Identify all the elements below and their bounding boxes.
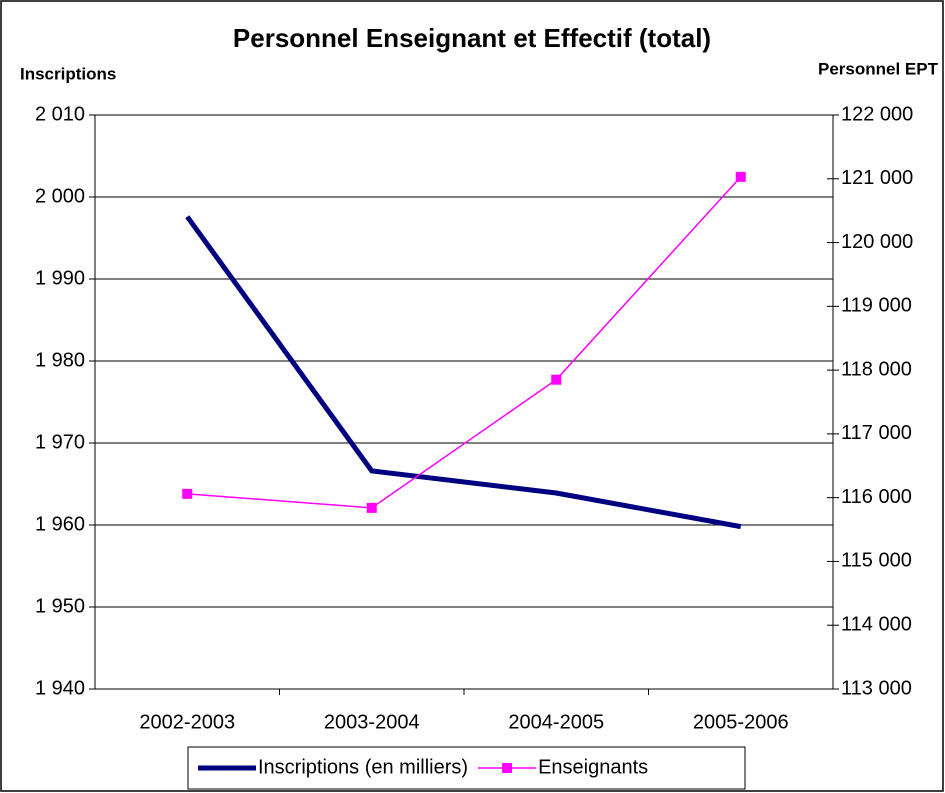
y2-tick-label: 119 000: [841, 295, 912, 317]
legend-label: Inscriptions (en milliers): [258, 756, 468, 778]
y2-tick-label: 115 000: [841, 550, 912, 572]
series-line: [185, 215, 742, 530]
series-marker: [366, 502, 377, 513]
y-axis-title: Inscriptions: [20, 64, 116, 83]
y-tick-label: 1 950: [35, 595, 85, 617]
legend-label: Enseignants: [538, 756, 648, 778]
x-tick-label: 2002-2003: [139, 711, 235, 733]
y2-axis-title: Personnel EPT: [818, 59, 939, 78]
legend-marker: [502, 763, 513, 773]
y-tick-label: 1 990: [35, 267, 85, 289]
y2-tick-label: 113 000: [841, 677, 912, 699]
chart-title: Personnel Enseignant et Effectif (total): [233, 23, 711, 53]
y-tick-label: 1 940: [35, 677, 85, 699]
x-tick-label: 2005-2006: [693, 711, 789, 733]
y2-tick-label: 118 000: [841, 358, 912, 380]
x-tick-label: 2004-2005: [508, 711, 604, 733]
series-marker: [551, 374, 562, 385]
y-tick-label: 2 000: [35, 185, 85, 207]
series-marker: [182, 488, 193, 499]
y-tick-label: 2 010: [35, 103, 85, 125]
y2-tick-label: 121 000: [841, 167, 913, 189]
y2-tick-label: 116 000: [841, 486, 912, 508]
y-tick-label: 1 970: [35, 431, 85, 453]
x-tick-label: 2003-2004: [324, 711, 420, 733]
y2-tick-label: 122 000: [841, 103, 913, 125]
y-tick-label: 1 980: [35, 349, 85, 371]
series-marker: [735, 171, 746, 182]
y-tick-label: 1 960: [35, 513, 85, 535]
y2-tick-label: 117 000: [841, 422, 912, 444]
legend-box: [187, 746, 746, 790]
y2-tick-label: 114 000: [841, 614, 912, 636]
y2-tick-label: 120 000: [841, 231, 913, 253]
series-line: [187, 176, 742, 509]
